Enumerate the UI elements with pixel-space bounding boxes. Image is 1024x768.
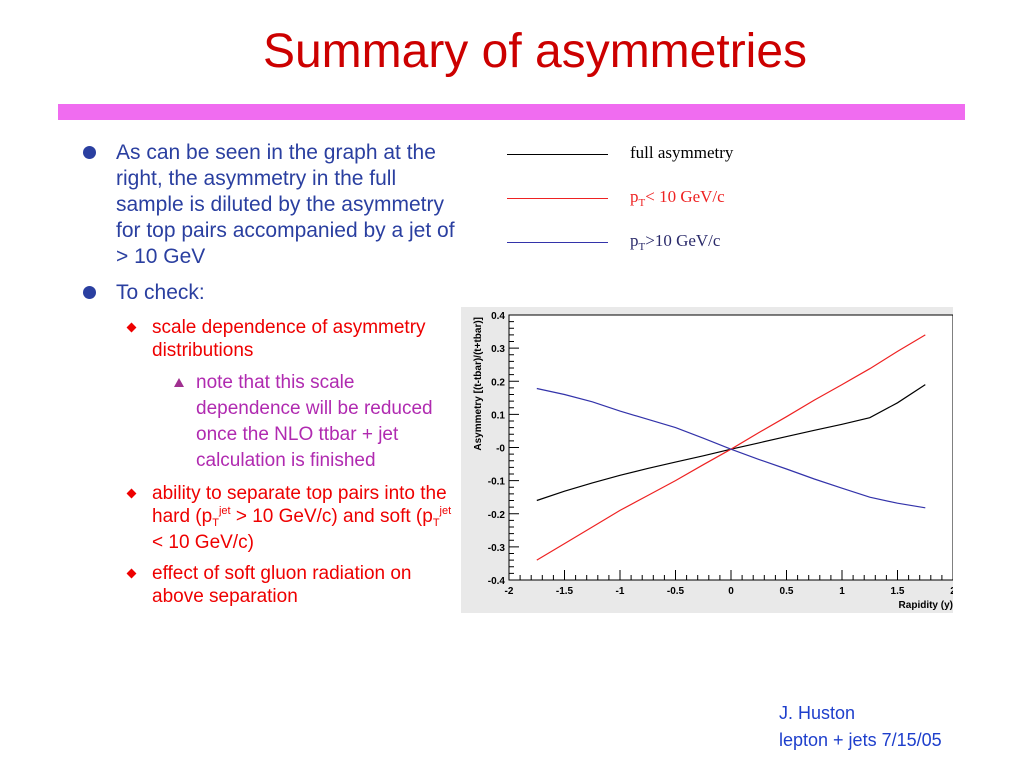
sub-bullet-text: scale dependence of asymmetry distributi…: [152, 317, 426, 361]
x-axis-label: Rapidity (y): [899, 600, 953, 611]
bullet-dot-icon: [83, 286, 96, 299]
y-tick-label: -0.4: [488, 576, 506, 587]
sub-bullet-item: ability to separate top pairs into the h…: [122, 482, 460, 554]
x-tick-label: -1: [616, 586, 625, 597]
x-tick-label: -2: [505, 586, 514, 597]
sub-bullet-item: scale dependence of asymmetry distributi…: [122, 316, 460, 362]
y-tick-label: 0.3: [491, 344, 505, 355]
series-line-pt-10-gev-c: [536, 387, 926, 509]
title-divider: [58, 104, 965, 120]
y-tick-label: -0: [496, 444, 505, 455]
y-axis-label: Asymmetry [(t-tbar)/(t+tbar)]: [473, 317, 484, 451]
bullet-item: As can be seen in the graph at the right…: [80, 140, 460, 270]
text-run: p: [630, 187, 639, 206]
x-tick-label: 0.5: [780, 586, 794, 597]
text-run: >10 GeV/c: [645, 231, 721, 250]
sub-bullet-text: effect of soft gluon radiation on above …: [152, 563, 412, 607]
chart-panel: 0.4 0.3 0.2 0.1 -0 -0.1 -0.2 -0.3 -0.4 -2 -1.5 -1 -0…: [461, 307, 956, 613]
legend-item-high: pT>10 GeV/c: [500, 228, 800, 258]
legend-label: full asymmetry: [630, 143, 734, 162]
y-tick-label: 0.1: [491, 410, 505, 421]
text-run: ability to separate top pairs into the h…: [152, 483, 447, 527]
slide-title: Summary of asymmetries: [262, 25, 808, 78]
plot-frame: [508, 314, 954, 581]
y-tick-label: -0.2: [488, 510, 506, 521]
bullet-dot-icon: [83, 146, 96, 159]
bullet-list: As can be seen in the graph at the right…: [80, 140, 460, 616]
subsub-bullet-item: note that this scale dependence will be …: [170, 370, 460, 474]
legend-swatch: [507, 242, 608, 243]
text-run: < 10 GeV/c): [152, 532, 254, 553]
legend-swatch: [507, 154, 608, 155]
legend-label: pT>10 GeV/c: [630, 231, 721, 253]
x-tick-label: 0: [728, 586, 734, 597]
superscript: jet: [439, 505, 452, 517]
legend-item-full: full asymmetry: [500, 140, 800, 170]
triangle-bullet-icon: [174, 378, 184, 387]
legend-swatch: [507, 198, 608, 199]
y-tick-label: -0.3: [488, 543, 506, 554]
x-tick-label: -1.5: [556, 586, 574, 597]
bullet-item: To check:: [80, 280, 460, 306]
x-tick-label: 1.5: [891, 586, 905, 597]
footer-event: lepton + jets 7/15/05: [779, 730, 942, 750]
sub-bullet-text: ability to separate top pairs into the h…: [152, 483, 451, 553]
footer-author: J. Huston: [779, 703, 856, 723]
y-tick-label: 0.2: [491, 377, 505, 388]
subsub-bullet-text: note that this scale dependence will be …: [196, 372, 433, 471]
superscript: jet: [218, 505, 231, 517]
x-tick-label: 2: [950, 586, 953, 597]
text-run: > 10 GeV/c) and soft (p: [230, 506, 433, 527]
subscript: T: [212, 517, 219, 529]
bullet-text: As can be seen in the graph at the right…: [116, 141, 455, 268]
diamond-bullet-icon: [126, 322, 137, 333]
legend-item-low: pT< 10 GeV/c: [500, 184, 800, 214]
text-run: p: [630, 231, 639, 250]
x-tick-label: 1: [839, 586, 845, 597]
x-tick-label: -0.5: [667, 586, 685, 597]
legend-label: pT< 10 GeV/c: [630, 187, 725, 209]
subscript: T: [432, 517, 440, 529]
subscript: T: [638, 197, 646, 209]
rapidity-chart: 0.4 0.3 0.2 0.1 -0 -0.1 -0.2 -0.3 -0.4-2 -1.5 -1 -0…: [473, 311, 956, 611]
subscript: T: [638, 241, 646, 253]
sub-bullet-item: effect of soft gluon radiation on above …: [122, 562, 460, 608]
y-tick-label: 0.4: [491, 311, 505, 322]
footer: J. Huston lepton + jets 7/15/05: [779, 700, 942, 754]
text-run: < 10 GeV/c: [645, 187, 725, 206]
bullet-text: To check:: [116, 281, 205, 304]
diamond-bullet-icon: [126, 568, 137, 579]
diamond-bullet-icon: [126, 488, 137, 499]
y-tick-label: -0.1: [488, 477, 506, 488]
